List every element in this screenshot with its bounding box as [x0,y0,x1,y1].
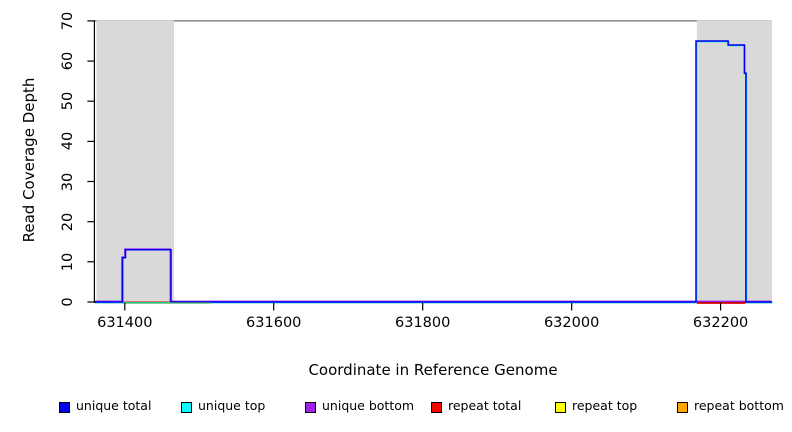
series-unique-top-path [95,40,773,304]
legend-label: unique top [198,398,266,413]
highlight-region [696,20,772,304]
legend-swatch-icon [431,402,442,413]
legend-label: unique bottom [322,398,415,413]
series-unique-bottom-path [94,248,772,302]
legend-label: repeat top [572,398,638,413]
legend-label: repeat bottom [694,398,784,413]
legend-swatch-icon [305,402,316,413]
series-unique-total-path [95,40,772,303]
legend-swatch-icon [181,402,192,413]
legend-label: unique total [76,398,152,413]
legend: unique total unique top unique bottom repea… [0,396,792,426]
highlight-region [96,20,174,304]
legend-label: repeat total [448,398,522,413]
legend-swatch-icon [677,402,688,413]
legend-swatch-icon [59,402,70,413]
legend-swatch-icon [555,402,566,413]
